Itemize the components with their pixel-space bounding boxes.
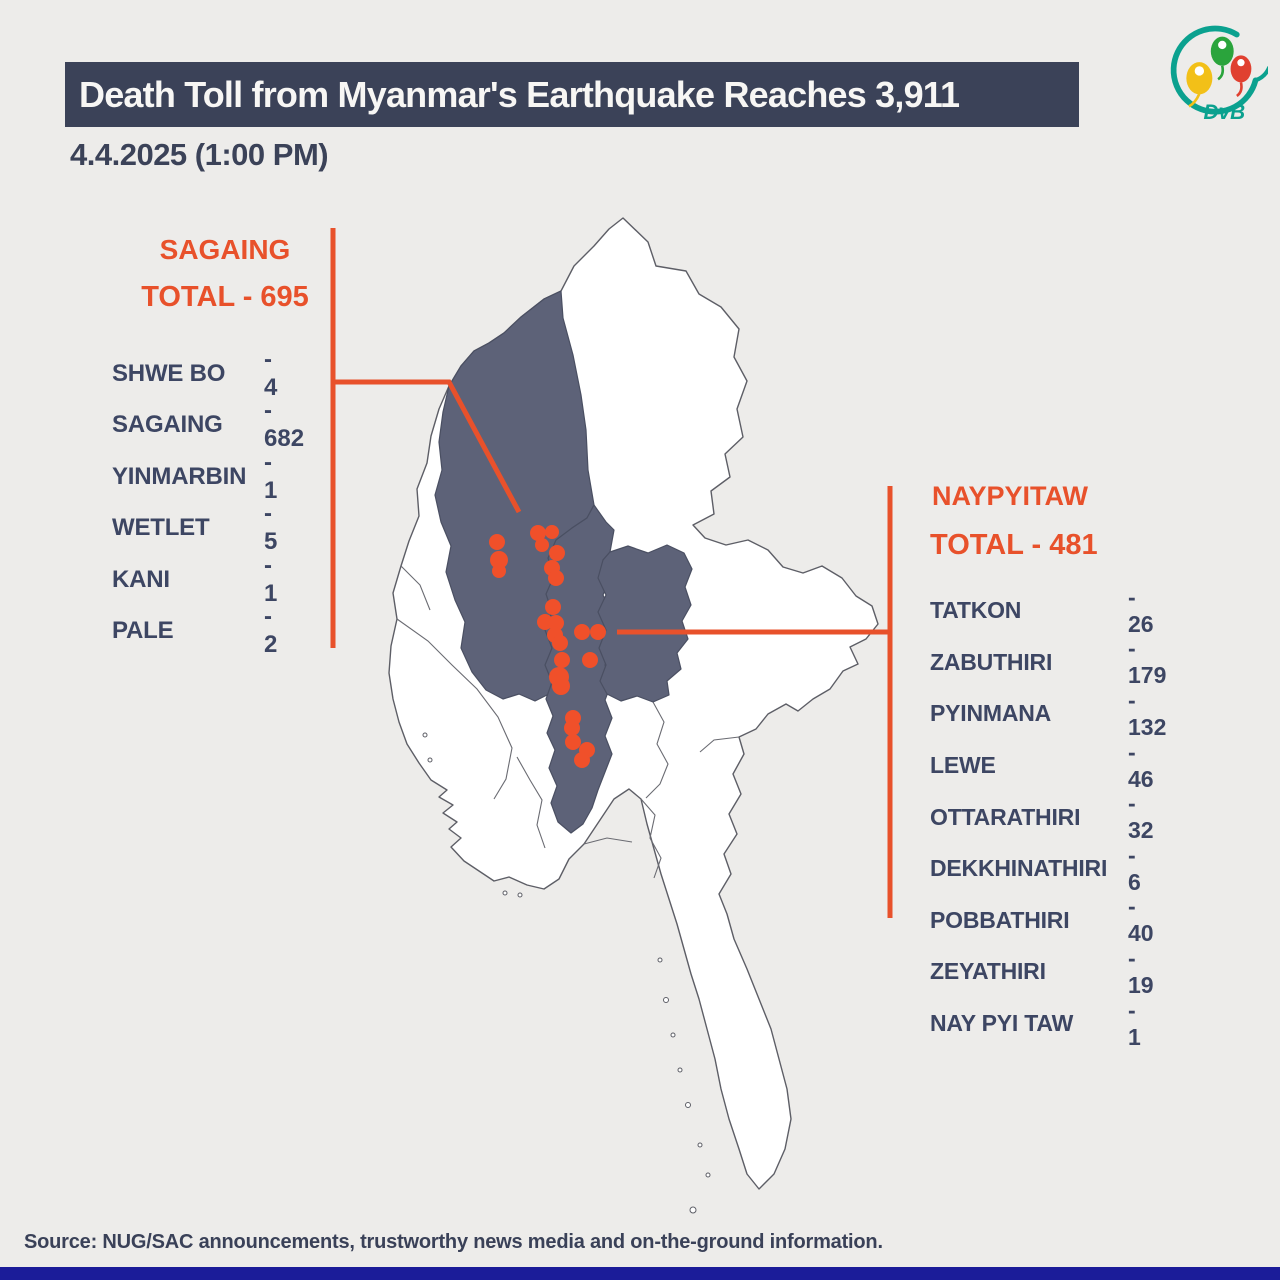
list-item: PALE - 2 [112,603,277,658]
death-count: - 46 [1128,738,1154,792]
township-label: OTTARATHIRI [930,803,1081,830]
sagaing-region-title: SAGAING [159,234,291,265]
list-item: NAY PYI TAW - 1 [930,997,1141,1050]
date-time: 4.4.2025 (1:00 PM) [70,137,329,172]
list-item: PYINMANA - 132 [930,687,1166,740]
township-label: KANI [112,565,170,593]
death-count: - 682 [264,397,305,453]
township-label: PALE [112,617,174,645]
bottom-accent-bar [0,1267,1280,1280]
list-item: OTTARATHIRI - 32 [930,790,1154,843]
death-count: - 1 [1128,996,1141,1050]
list-item: YINMARBIN - 1 [112,449,277,504]
death-count: - 132 [1128,686,1167,740]
list-item: LEWE - 46 [930,739,1154,792]
islands [422,732,711,1214]
title-bar: Death Toll from Myanmar's Earthquake Rea… [65,62,1079,127]
list-item: ZEYATHIRI - 19 [930,945,1154,998]
death-count: - 1 [264,551,278,607]
naypyitaw-region-title: NAYPYITAW [932,481,1089,511]
list-item: DEKKHINATHIRI - 6 [930,842,1141,895]
township-label: WETLET [112,514,210,542]
township-label: DEKKHINATHIRI [930,855,1108,882]
list-item: TATKON - 26 [930,584,1154,637]
logo-swoosh-flick [1253,66,1268,83]
township-label: SAGAING [112,411,223,439]
dvb-logo: DvB [1170,25,1268,124]
death-count: - 4 [264,345,278,401]
death-count: - 26 [1128,583,1154,637]
list-item: POBBATHIRI - 40 [930,893,1154,946]
death-count: - 6 [1128,841,1141,895]
death-count: - 2 [264,603,278,659]
naypyitaw-total: TOTAL - 481 [930,529,1098,561]
myanmar-map [388,217,879,1214]
list-item: WETLET - 5 [112,500,277,555]
death-count: - 5 [264,500,278,556]
page-title: Death Toll from Myanmar's Earthquake Rea… [79,73,960,115]
township-label: LEWE [930,752,996,779]
logo-text: DvB [1204,101,1246,124]
logo-swoosh [1170,25,1259,115]
township-label: ZEYATHIRI [930,958,1046,985]
naypyitaw-list: TATKON - 26 ZABUTHIRI - 179 PYINMANA - 1… [930,584,1166,1050]
death-count: - 19 [1128,944,1154,998]
death-count: - 179 [1128,635,1167,689]
township-label: TATKON [930,597,1022,624]
death-count: - 32 [1128,790,1154,844]
death-count: - 1 [264,448,278,504]
source-attribution: Source: NUG/SAC announcements, trustwort… [24,1231,883,1253]
township-label: SHWE BO [112,359,226,387]
list-item: KANI - 1 [112,552,277,607]
death-count: - 40 [1128,893,1154,947]
township-label: POBBATHIRI [930,906,1070,933]
township-label: ZABUTHIRI [930,648,1053,675]
sagaing-list: SHWE BO - 4 SAGAING - 682 YINMARBIN - 1 … [112,346,304,659]
township-label: PYINMANA [930,700,1052,727]
list-item: ZABUTHIRI - 179 [930,635,1166,688]
township-label: NAY PYI TAW [930,1010,1074,1037]
list-item: SHWE BO - 4 [112,346,277,401]
township-label: YINMARBIN [112,462,247,490]
logo-balloon-figures [1186,36,1252,108]
list-item: SAGAING - 682 [112,397,304,452]
sagaing-total: TOTAL - 695 [141,281,309,313]
